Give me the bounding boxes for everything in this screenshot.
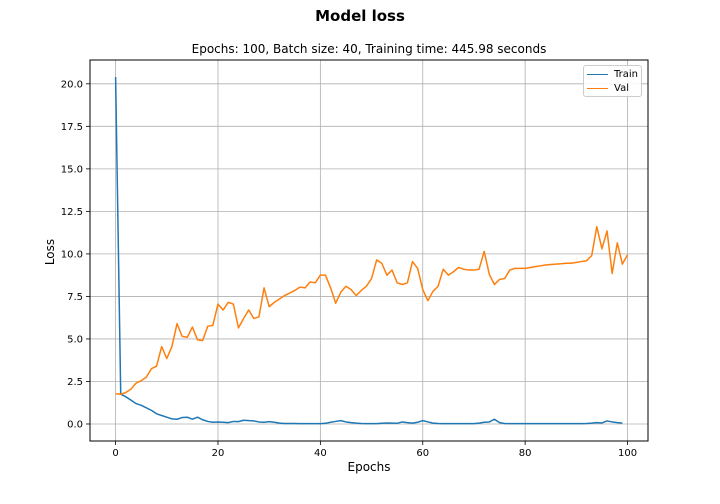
y-tick-label: 5.0 [67,334,83,345]
y-tick-label: 15.0 [61,164,83,175]
plot-area-frame [89,59,649,442]
legend-entry-val: Val [587,83,629,94]
series-line-train [114,76,623,425]
legend-swatch-train [587,74,608,75]
y-tick-label: 0.0 [67,419,83,430]
chart-title: Epochs: 100, Batch size: 40, Training ti… [191,42,547,56]
x-axis-label: Epochs [347,460,391,474]
x-tick-label: 40 [314,448,327,459]
x-tick-label: 100 [618,448,637,459]
y-axis-label: Loss [43,238,57,266]
x-tick-label: 0 [112,448,118,459]
legend-label-val: Val [614,83,629,94]
grid-lines [90,60,648,441]
y-tick-label: 17.5 [61,122,83,133]
x-tick-label: 60 [416,448,429,459]
legend: Train Val [583,65,642,97]
y-tick-label: 12.5 [61,207,83,218]
series-lines [114,76,629,425]
x-tick-label: 80 [519,448,532,459]
y-tick-label: 10.0 [61,249,83,260]
legend-label-train: Train [614,69,638,80]
axis-ticks: 0 20 40 60 80 100 0.0 2.5 5.0 7.5 10.0 12.5 15.0 17.5… [61,79,637,459]
legend-swatch-val [587,88,608,89]
y-tick-label: 7.5 [67,292,83,303]
series-line-val [115,225,629,395]
legend-entry-train: Train [587,69,638,80]
x-tick-label: 20 [212,448,225,459]
y-tick-label: 20.0 [61,79,83,90]
figure-suptitle: Model loss [315,7,405,25]
y-tick-label: 2.5 [67,377,83,388]
